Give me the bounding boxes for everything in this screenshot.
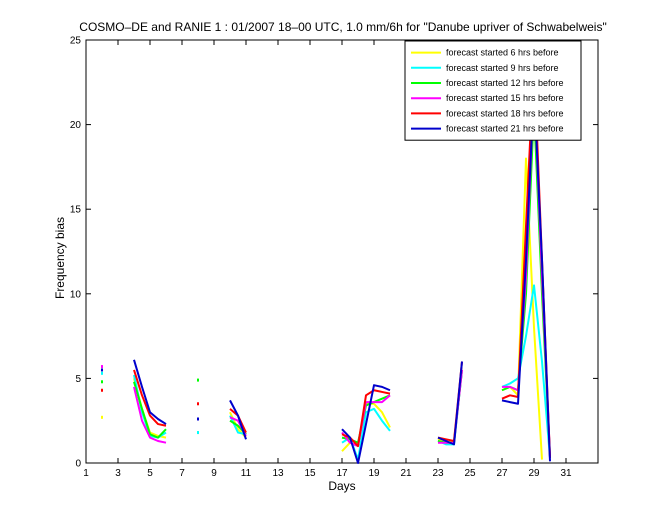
legend-entry: forecast started 6 hrs before [446,48,559,58]
series-line [437,361,463,446]
x-tick-label: 5 [147,468,153,479]
series-line [133,386,167,444]
y-tick-label: 0 [75,459,81,470]
legend-entry: forecast started 21 hrs before [446,124,564,134]
legend-entry: forecast started 12 hrs before [446,78,564,88]
y-axis-ticks: 0 5 10 15 20 25 [70,36,598,470]
x-tick-label: 7 [179,468,185,479]
x-axis-label: Days [328,479,355,493]
y-tick-label: 15 [70,205,82,216]
series-line [341,384,391,464]
y-tick-label: 5 [75,374,81,385]
y-tick-label: 10 [70,289,82,300]
y-tick-label: 25 [70,36,82,47]
y-axis-label: Frequency bias [53,217,67,299]
legend: forecast started 6 hrs before forecast st… [404,40,582,141]
x-tick-label: 9 [211,468,217,479]
series-line [501,284,551,459]
x-tick-label: 25 [464,468,476,479]
legend-entry: forecast started 18 hrs before [446,108,564,118]
series-line [341,394,391,448]
legend-entry: forecast started 15 hrs before [446,93,564,103]
x-tick-label: 19 [368,468,380,479]
x-tick-label: 17 [336,468,348,479]
series-group [101,59,551,464]
legend-box [404,40,582,141]
x-tick-label: 13 [272,468,284,479]
x-tick-label: 29 [528,468,540,479]
y-tick-label: 20 [70,120,82,131]
series-line [133,381,167,439]
x-tick-label: 31 [560,468,572,479]
x-tick-label: 3 [115,468,121,479]
x-tick-label: 23 [432,468,444,479]
series-line [133,359,167,425]
series-line [229,399,247,440]
series-line [133,369,167,427]
x-tick-label: 27 [496,468,508,479]
x-tick-label: 21 [400,468,412,479]
x-tick-label: 11 [241,468,252,479]
series-line [501,86,551,462]
chart-title: COSMO–DE and RANIE 1 : 01/2007 18–00 UTC… [79,20,606,34]
x-axis-ticks: 1 3 5 7 9 11 13 15 17 19 21 23 25 27 29 31 [83,40,572,479]
x-tick-label: 15 [304,468,316,479]
series-6 [101,86,551,464]
legend-entry: forecast started 9 hrs before [446,63,559,73]
x-tick-label: 1 [83,468,89,479]
